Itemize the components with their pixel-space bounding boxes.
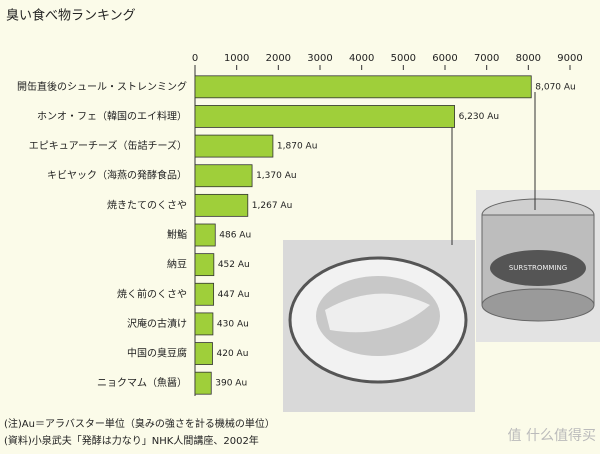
y-tick-label: キビヤック（海燕の発酵食品） [47,169,187,182]
can-label: SURSTROMMING [509,264,567,272]
note: (資料)小泉武夫「発酵は力なり」NHK人間講座、2002年 [4,434,259,447]
photo-can: SURSTROMMING [476,190,600,342]
x-tick-label: 7000 [474,53,499,64]
x-tick-label: 5000 [391,53,416,64]
bar [194,342,213,365]
value-label: 420 Au [217,349,249,359]
bar [194,105,455,128]
y-tick-label: 鮒鮨 [167,228,187,241]
y-tick-label: 納豆 [167,258,187,271]
bar [194,193,249,217]
y-tick-label: ホンオ・フェ（韓国のエイ料理） [37,109,187,122]
value-label: 6,230 Au [459,112,500,122]
bar [194,134,274,158]
value-label: 8,070 Au [535,82,576,92]
x-tick-label: 6000 [432,53,457,64]
photo-plate [283,240,475,412]
value-label: 486 Au [219,231,251,241]
x-tick-label: 9000 [557,53,582,64]
bar [194,282,215,306]
value-label: 1,370 Au [256,171,297,181]
value-label: 452 Au [218,260,250,270]
value-label: 1,870 Au [277,142,318,152]
y-tick-label: 沢庵の古漬け [127,317,187,330]
bar [194,253,215,277]
x-tick-label: 4000 [349,53,374,64]
bar [194,312,214,336]
chart-title: 臭い食べ物ランキング [6,8,136,24]
y-tick-label: エピキュアーチーズ（缶詰チーズ） [29,139,187,152]
x-tick-label: 0 [192,53,198,64]
y-tick-label: 開缶直後のシュール・ストレンミング [17,80,187,93]
x-tick-label: 1000 [224,53,249,64]
x-tick-label: 2000 [266,53,291,64]
x-tick-label: 3000 [307,53,332,64]
note: (注)Au＝アラバスター単位（臭みの強さを計る機械の単位） [4,417,275,430]
watermark: 值 什么值得买 [508,427,596,444]
bar [194,371,212,395]
value-label: 390 Au [215,379,247,389]
bar [194,223,216,247]
value-label: 430 Au [217,319,249,329]
bar [194,75,532,99]
y-tick-label: 焼く前のくさや [117,287,187,300]
bar [194,164,253,188]
y-tick-label: 中国の臭豆腐 [127,347,187,360]
y-tick-label: 焼きたてのくさや [107,199,187,211]
y-tick-label: ニョクマム（魚醤） [97,376,187,389]
value-label: 447 Au [218,290,250,300]
x-tick-label: 8000 [516,53,541,64]
value-label: 1,267 Au [252,201,293,211]
